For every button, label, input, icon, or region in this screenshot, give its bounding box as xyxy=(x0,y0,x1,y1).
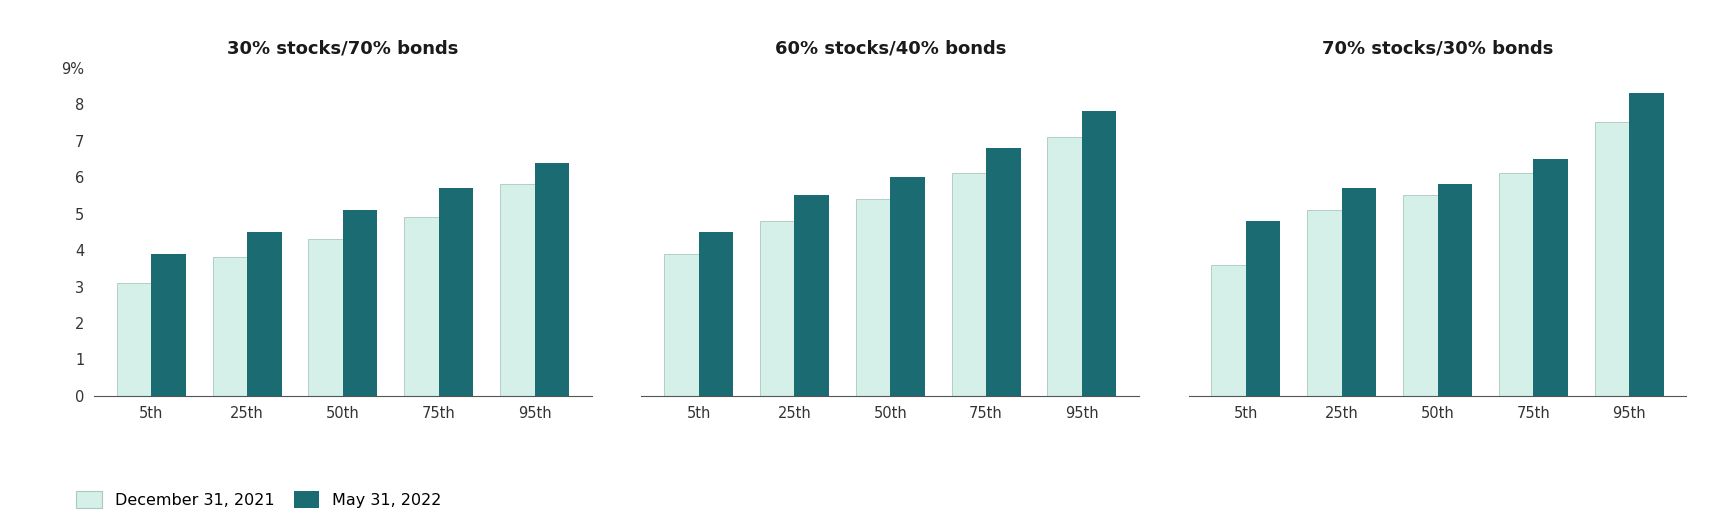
Bar xyxy=(1630,93,1664,396)
Bar xyxy=(952,173,986,396)
Bar xyxy=(664,254,698,396)
Bar xyxy=(1212,265,1246,396)
Bar xyxy=(856,199,890,396)
Bar xyxy=(308,239,342,396)
Bar xyxy=(1082,111,1116,396)
Bar xyxy=(534,163,568,396)
Bar xyxy=(212,257,247,396)
Bar xyxy=(116,283,151,396)
Title: 60% stocks/40% bonds: 60% stocks/40% bonds xyxy=(774,40,1007,58)
Bar xyxy=(1500,173,1534,396)
Bar xyxy=(404,217,438,396)
Bar xyxy=(151,254,187,396)
Bar xyxy=(760,221,794,396)
Bar xyxy=(890,177,924,396)
Title: 30% stocks/70% bonds: 30% stocks/70% bonds xyxy=(228,40,459,58)
Bar xyxy=(1246,221,1281,396)
Bar xyxy=(698,232,733,396)
Bar xyxy=(986,148,1020,396)
Bar xyxy=(1048,137,1082,396)
Title: 70% stocks/30% bonds: 70% stocks/30% bonds xyxy=(1322,40,1553,58)
Bar xyxy=(247,232,281,396)
Bar xyxy=(1404,195,1438,396)
Bar xyxy=(342,210,377,396)
Bar xyxy=(500,184,534,396)
Bar xyxy=(1594,122,1630,396)
Bar xyxy=(794,195,829,396)
Bar xyxy=(1308,210,1342,396)
Bar xyxy=(1534,159,1568,396)
Legend: December 31, 2021, May 31, 2022: December 31, 2021, May 31, 2022 xyxy=(77,491,442,508)
Bar xyxy=(1438,184,1472,396)
Bar xyxy=(1342,188,1376,396)
Bar xyxy=(438,188,473,396)
